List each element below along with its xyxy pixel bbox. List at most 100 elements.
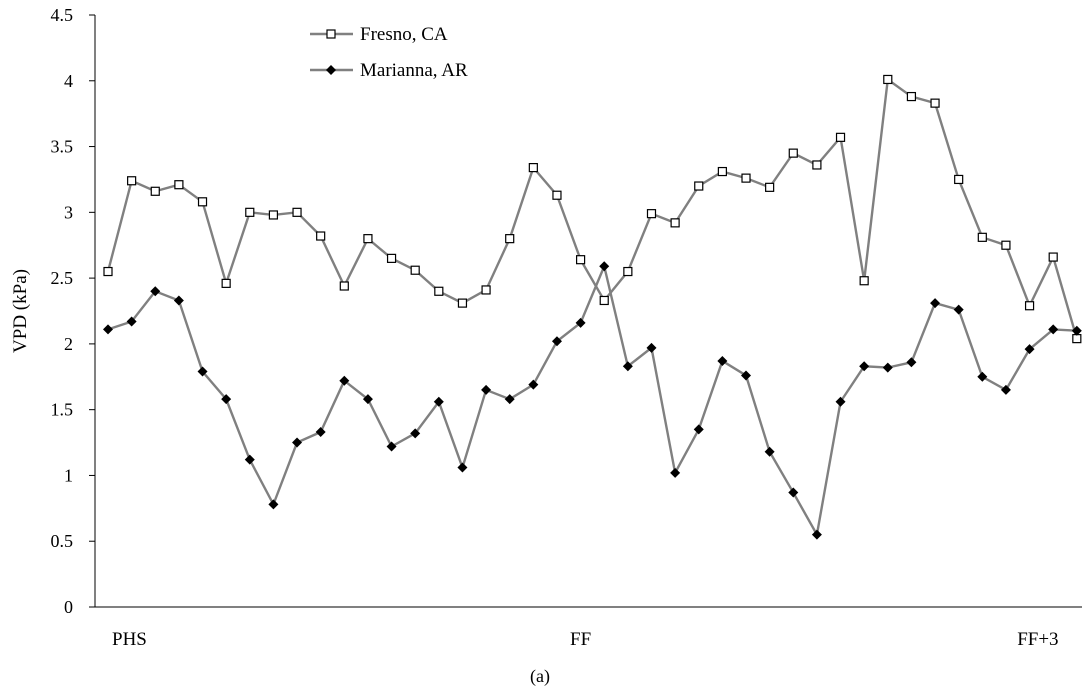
data-point-square — [386, 253, 397, 263]
data-point-square — [339, 281, 349, 291]
data-point-square — [694, 181, 704, 191]
data-point-square — [292, 207, 302, 217]
data-point-square — [326, 29, 336, 39]
data-point-square — [646, 209, 657, 219]
data-point-diamond — [504, 394, 515, 405]
y-ticks: 0 0.5 1 1.5 2 2.5 3 3.5 4 4.5 — [51, 5, 95, 617]
legend: Fresno, CA Marianna, AR — [310, 24, 468, 81]
data-point-square — [410, 265, 420, 275]
data-point-square — [670, 218, 680, 228]
data-point-diamond — [977, 371, 988, 382]
data-point-diamond — [717, 355, 728, 366]
data-point-diamond — [551, 336, 562, 347]
data-point-diamond — [859, 361, 870, 372]
data-point-square — [859, 276, 869, 286]
series-fresno — [103, 74, 1082, 344]
legend-item: Marianna, AR — [310, 60, 468, 81]
data-point-diamond — [599, 261, 610, 272]
x-category-label: FF — [570, 629, 591, 650]
data-point-diamond — [126, 316, 137, 327]
series-marianna — [103, 261, 1082, 540]
data-point-diamond — [457, 462, 468, 473]
data-point-diamond — [410, 428, 421, 439]
data-point-diamond — [930, 298, 941, 309]
data-point-square — [150, 186, 160, 196]
data-point-square — [623, 266, 633, 277]
data-point-square — [741, 173, 751, 183]
data-point-square — [363, 234, 373, 244]
data-point-square — [457, 298, 468, 308]
data-point-diamond — [575, 317, 586, 328]
category-labels: PHS FF FF+3 — [112, 629, 1059, 650]
y-tick-label: 3.5 — [51, 137, 74, 157]
y-tick-label: 0 — [64, 597, 73, 617]
data-point-diamond — [103, 324, 113, 335]
legend-label: Marianna, AR — [360, 60, 468, 81]
data-point-square — [954, 174, 964, 185]
data-point-diamond — [788, 487, 799, 498]
data-point-diamond — [741, 370, 752, 381]
series-line — [107, 262, 1077, 539]
data-point-square — [316, 231, 326, 241]
data-point-diamond — [646, 342, 657, 353]
data-point-diamond — [481, 384, 492, 395]
y-tick-label: 2.5 — [51, 268, 74, 288]
data-point-diamond — [622, 361, 633, 372]
data-point-square — [575, 255, 586, 265]
y-tick-label: 1.5 — [51, 400, 74, 420]
data-point-square — [883, 74, 893, 85]
data-point-square — [528, 163, 538, 173]
data-point-square — [977, 232, 987, 242]
data-point-diamond — [1000, 384, 1011, 395]
figure-caption: (a) — [530, 666, 550, 687]
axes — [94, 15, 1082, 608]
data-point-square — [434, 286, 444, 296]
data-point-square — [1001, 240, 1011, 250]
data-point-diamond — [835, 396, 846, 407]
data-point-diamond — [953, 304, 964, 315]
data-point-diamond — [1024, 344, 1035, 355]
data-point-diamond — [670, 467, 681, 478]
data-point-diamond — [1048, 324, 1059, 335]
data-point-diamond — [882, 362, 893, 373]
x-category-label: FF+3 — [1017, 629, 1058, 650]
data-point-square — [268, 210, 279, 220]
series-layer — [103, 74, 1082, 540]
data-point-diamond — [362, 394, 373, 405]
data-point-square — [1072, 334, 1082, 344]
data-point-square — [788, 148, 798, 158]
data-point-diamond — [528, 379, 539, 390]
data-point-diamond — [150, 286, 161, 297]
data-point-square — [599, 295, 609, 306]
data-point-square — [930, 98, 940, 108]
data-point-diamond — [326, 65, 336, 75]
data-point-square — [765, 182, 775, 192]
y-axis-title: VPD (kPa) — [10, 269, 31, 353]
data-point-diamond — [693, 424, 704, 435]
data-point-diamond — [433, 396, 444, 407]
y-tick-label: 3 — [64, 202, 73, 222]
y-tick-label: 1 — [64, 465, 73, 485]
data-point-diamond — [1071, 325, 1082, 336]
x-category-label: PHS — [112, 629, 147, 650]
y-tick-label: 0.5 — [51, 531, 74, 551]
y-tick-label: 4 — [64, 71, 73, 91]
data-point-square — [552, 190, 562, 200]
data-point-square — [245, 207, 255, 217]
data-point-diamond — [386, 441, 397, 452]
data-point-diamond — [268, 499, 279, 510]
data-point-square — [103, 266, 113, 277]
data-point-square — [1024, 301, 1035, 311]
data-point-square — [221, 278, 231, 288]
data-point-square — [197, 197, 208, 207]
data-point-diamond — [221, 394, 232, 405]
data-point-diamond — [764, 446, 775, 457]
data-point-diamond — [906, 357, 917, 368]
data-point-square — [505, 234, 515, 244]
data-point-square — [835, 132, 846, 142]
data-point-diamond — [197, 366, 208, 377]
data-point-square — [1048, 252, 1058, 262]
data-point-diamond — [292, 437, 303, 448]
data-point-diamond — [811, 529, 822, 540]
data-point-diamond — [315, 427, 326, 438]
